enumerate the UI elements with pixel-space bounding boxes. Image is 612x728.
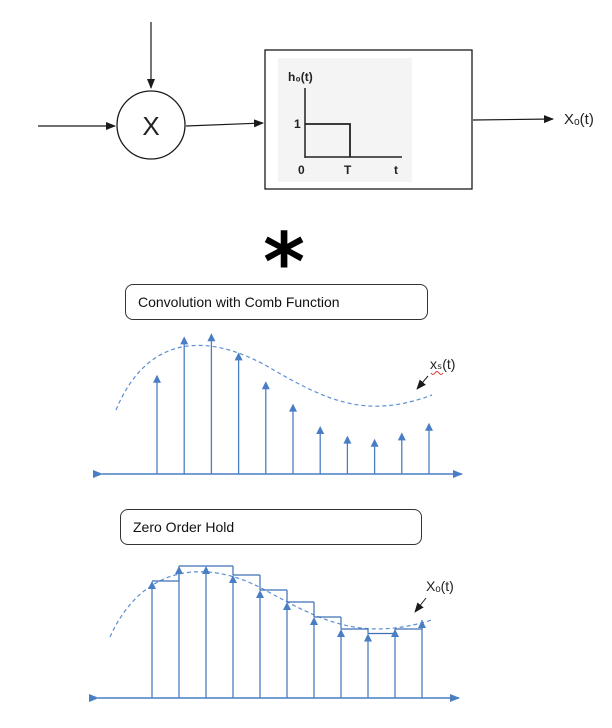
hold-sample-arrowhead [418,620,426,628]
plot1-squiggle-underline [430,371,444,375]
inset-y-tick: 1 [294,117,301,131]
plot1-curve-label: xₛ(t) [430,356,455,372]
comb-convolution-caption: Convolution with Comb Function [125,284,428,320]
sample-arrowhead [261,381,270,390]
hold-sample-arrowhead [283,602,291,610]
multiplier-to-hold-arrow [185,119,264,128]
hold-sample-arrowhead [229,575,237,583]
sample-arrowhead [316,426,325,434]
output-label: Xₒ(t) [564,111,594,128]
hold-sample-arrowhead [337,629,345,637]
hold-sample-arrowhead [202,566,210,574]
multiplier-node [116,90,186,160]
sample-arrowhead [370,438,379,447]
block-diagram: X h₀(t) 1 0 T t Xₒ(t) [38,22,594,190]
inset-func-label: h₀(t) [288,70,313,84]
sample-arrowhead [180,336,189,345]
inset-rect-pulse [305,123,351,157]
hold-sample-arrowhead [310,617,318,625]
plot2-label-pointer [414,597,427,613]
hold-impulse-response-inset: h₀(t) 1 0 T t [278,58,412,182]
multiplier-symbol: X [142,111,159,141]
sample-arrowhead [343,435,352,444]
sampled-signal-plot: xₛ(t) [93,333,463,478]
zero-order-hold-caption: Zero Order Hold [120,509,422,545]
inset-x-tick-T: T [344,163,352,177]
zero-order-hold-plot: Xₒ(t) [89,565,460,702]
hold-sample-arrowhead [256,590,264,598]
sample-arrowhead [425,422,433,431]
hold-sample-arrowhead [175,566,183,574]
sample-arrowhead [234,352,243,361]
hold-sample-arrowhead [148,581,156,589]
sample-arrowhead [397,432,406,441]
comb-convolution-caption-text: Convolution with Comb Function [138,294,340,310]
output-arrow [472,115,554,124]
hold-sample-arrowhead [364,633,372,642]
sample-arrowhead [289,403,297,412]
inset-x-tick-0: 0 [298,163,305,177]
zero-order-hold-caption-text: Zero Order Hold [133,519,235,535]
sample-arrowhead [207,333,216,342]
sample-arrowhead [153,374,161,383]
plot2-curve-label: Xₒ(t) [426,578,454,594]
plot2-dashed-envelope [109,571,433,638]
plot1-dashed-envelope [115,344,433,411]
inset-x-axis-label: t [394,163,398,177]
hold-sample-arrowhead [391,629,399,637]
plot1-label-pointer [416,375,429,390]
